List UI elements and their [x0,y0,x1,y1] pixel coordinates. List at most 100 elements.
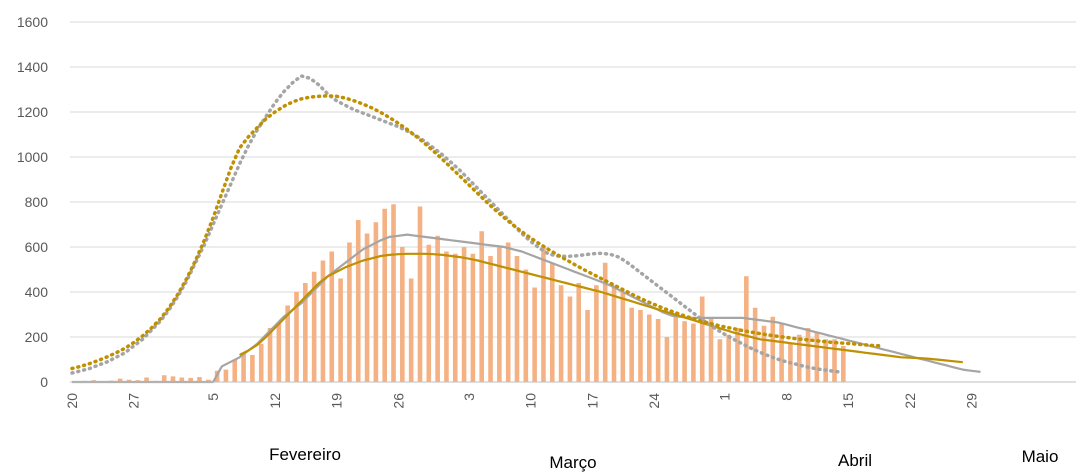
series-line-2 [239,252,963,364]
x-tick-label: 27 [126,393,142,409]
bar [814,332,820,382]
x-tick-label: 29 [964,393,980,409]
series-lines [70,74,981,384]
bar [479,231,485,382]
bar [179,377,185,382]
y-tick-label: 200 [25,329,49,345]
bar [744,276,749,382]
y-tick-label: 1200 [17,104,48,120]
bar [294,292,299,382]
bar [250,355,255,382]
bar [576,283,582,382]
bar [611,285,617,382]
bar [505,242,511,382]
bar [638,310,643,382]
bar [400,247,405,382]
bar [682,321,687,382]
bar [320,260,326,382]
x-tick-label: 1 [717,393,733,401]
bar [117,378,123,382]
bar [126,379,132,382]
bar [285,305,290,382]
bar [329,251,335,382]
bar [673,316,679,382]
bar [373,222,379,382]
bars [73,204,846,382]
bar [585,310,590,382]
bar [594,285,599,382]
bar [347,242,352,382]
bar [232,359,238,382]
x-tick-label: 24 [646,393,662,409]
bar [832,339,837,382]
bar [426,244,432,382]
bar [735,328,740,382]
bar [805,328,811,382]
bar [549,262,555,382]
y-tick-label: 1400 [17,59,48,75]
bar [699,296,705,382]
bar [161,375,167,382]
gridlines [70,21,1076,338]
y-tick-label: 0 [40,374,48,390]
bar [408,278,414,382]
bar [488,256,493,382]
bar [655,319,661,382]
bar [461,247,467,382]
month-label: Fevereiro [269,445,341,464]
bar [241,352,246,382]
bar [664,337,670,382]
bar [417,206,423,382]
bar [708,319,714,382]
y-tick-label: 800 [25,194,49,210]
x-tick-label: 19 [329,393,345,409]
bar [620,292,626,382]
bar [444,251,449,382]
bar [523,269,529,382]
bar [558,285,564,382]
series-line-4 [70,94,886,371]
bar [170,376,176,382]
x-tick-label: 20 [64,393,80,409]
labels: 0 200 400 600 800 1000 1200 1400 1600 20 27 5 12 19 26… [17,14,1059,472]
bar [276,323,282,382]
bar [567,296,573,382]
bar [796,334,802,382]
y-tick-label: 1600 [17,14,48,30]
series-line-3 [70,74,842,375]
bar [223,369,229,382]
bar [726,334,731,382]
bar [497,247,502,382]
bar [364,233,370,382]
bar [303,283,308,382]
bar [267,328,273,382]
bar [258,343,264,382]
bar [647,314,652,382]
y-tick-label: 600 [25,239,49,255]
month-label: Maio [1022,447,1059,466]
bar [770,316,776,382]
x-tick-label: 17 [584,393,600,409]
bar [841,346,846,382]
bar [779,323,784,382]
bar [470,253,476,382]
bar [514,256,520,382]
month-label: Abril [838,451,872,470]
bar [752,307,758,382]
x-tick-label: 10 [523,393,539,409]
bar [382,208,387,382]
x-tick-label: 3 [461,393,477,401]
x-tick-label: 22 [902,393,918,409]
series-line-1 [72,233,981,384]
bar [391,204,396,382]
bar [541,247,546,382]
bar [338,278,343,382]
x-tick-label: 8 [778,393,794,401]
bar [629,307,634,382]
bar [602,262,608,382]
month-label: Março [549,453,596,472]
bar [717,339,723,382]
bar [532,287,537,382]
